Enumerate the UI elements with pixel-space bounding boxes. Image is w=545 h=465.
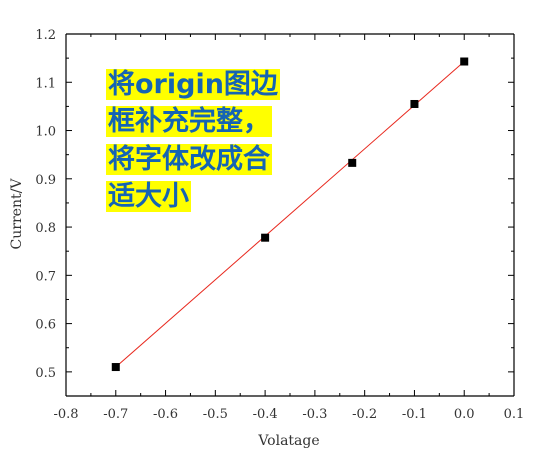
data-point — [348, 158, 357, 167]
x-tick-label: -0.5 — [203, 407, 228, 422]
data-points — [111, 57, 469, 372]
x-tick-label: -0.7 — [103, 407, 128, 422]
y-tick-label: 0.5 — [35, 366, 56, 381]
y-tick-label: 1.0 — [35, 125, 56, 140]
x-tick-label: -0.8 — [53, 407, 78, 422]
annotation-box: 将origin图边 框补充完整， 将字体改成合 适大小 — [106, 66, 316, 215]
fit-line — [115, 61, 465, 368]
data-point — [460, 57, 469, 66]
y-tick-label: 0.9 — [35, 173, 56, 188]
y-tick-label: 0.6 — [35, 318, 56, 333]
data-point — [261, 233, 270, 242]
data-point — [410, 99, 419, 108]
y-tick-label: 1.2 — [35, 28, 56, 43]
data-point — [111, 363, 120, 372]
x-axis-title: Volatage — [257, 433, 319, 449]
y-tick-label: 1.1 — [35, 76, 56, 91]
x-tick-label: -0.2 — [352, 407, 377, 422]
x-tick-label: 0.0 — [454, 407, 475, 422]
y-axis-title: Current/V — [9, 178, 25, 250]
fit-line-layer — [115, 61, 465, 368]
y-axis-ticks: 0.5 0.6 0.7 0.8 0.9 1.0 1.1 1.2 — [35, 28, 514, 381]
x-tick-label: 0.1 — [504, 407, 525, 422]
y-tick-label: 0.7 — [35, 269, 56, 284]
x-tick-label: -0.6 — [153, 407, 178, 422]
y-tick-label: 0.8 — [35, 221, 56, 236]
x-axis-ticks: -0.8 -0.7 -0.6 -0.5 -0.4 -0.3 -0.2 -0.1 0.0 0.1 — [53, 34, 524, 422]
x-tick-label: -0.3 — [302, 407, 327, 422]
x-tick-label: -0.1 — [402, 407, 427, 422]
annotation-text: 将origin图边 框补充完整， 将字体改成合 适大小 — [106, 69, 280, 212]
x-tick-label: -0.4 — [253, 407, 278, 422]
